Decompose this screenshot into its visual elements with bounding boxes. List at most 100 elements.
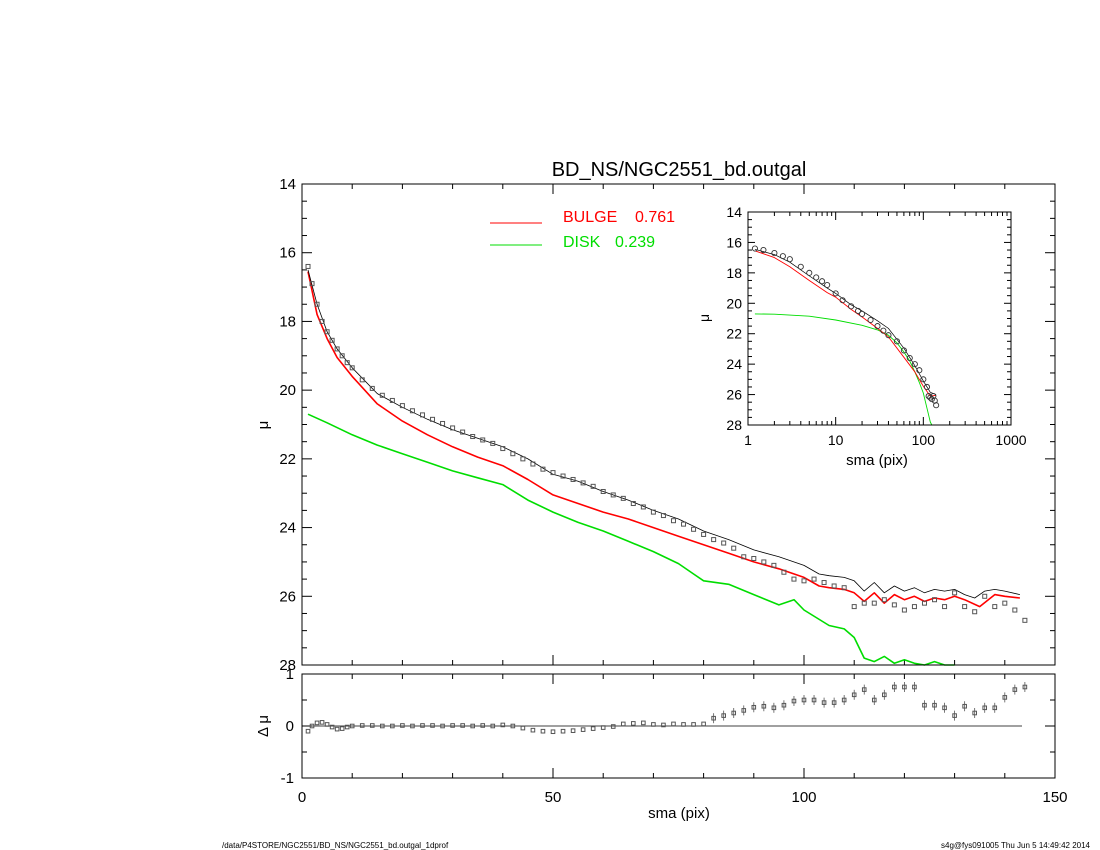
data-point [691, 526, 697, 532]
inset-bulge-curve [754, 250, 937, 397]
data-point [781, 569, 787, 575]
residual-point [821, 700, 827, 705]
data-point [550, 470, 556, 476]
data-point [791, 576, 797, 582]
residual-point [570, 728, 576, 733]
inset-x-tick-label: 1 [744, 432, 752, 448]
inset-data-point [813, 274, 820, 281]
inset-x-tick-label: 1000 [995, 432, 1026, 448]
residual-point [962, 703, 967, 709]
residual-point [882, 692, 887, 698]
main-y-tick-label: 26 [279, 588, 296, 605]
legend-bulge-label: BULGE [563, 209, 617, 226]
main-y-ticklabels: 14 16 18 20 22 24 26 28 [279, 176, 296, 674]
inset-y-tick-label: 18 [726, 265, 742, 281]
residual-point [731, 710, 737, 716]
residual-point [942, 705, 947, 711]
data-point [982, 593, 988, 599]
inset-y-tick-label: 26 [726, 387, 742, 403]
inset-data-point [906, 355, 913, 362]
data-point [962, 604, 968, 610]
residual-point [631, 721, 636, 726]
inset-y-ticklabels: 14 16 18 20 22 24 26 28 [726, 204, 742, 433]
inset-data-point [786, 256, 793, 263]
residual-point [791, 698, 797, 704]
data-point [610, 492, 616, 498]
residual-point [420, 723, 425, 728]
data-point [972, 609, 978, 615]
data-point [309, 281, 315, 287]
residual-point [324, 722, 330, 727]
residual-point [861, 687, 867, 692]
data-point [600, 488, 606, 494]
data-point [490, 440, 496, 446]
data-point [620, 495, 626, 501]
data-point [811, 576, 817, 582]
residual-point [661, 722, 666, 728]
inset-data-point [900, 347, 907, 354]
residual-point [410, 723, 415, 729]
inset-disk-curve [754, 313, 934, 426]
inset-data-point [911, 361, 918, 368]
data-point [901, 607, 907, 613]
residual-point [701, 721, 706, 727]
residual-point [339, 726, 345, 731]
main-points [305, 263, 1028, 623]
data-point [339, 353, 345, 359]
data-point [871, 600, 877, 606]
main-ticks [301, 183, 1056, 666]
data-point [590, 483, 596, 489]
residual-point [314, 720, 320, 726]
residual-point [500, 722, 506, 728]
residual-point [871, 697, 877, 703]
data-point [379, 392, 385, 398]
data-point [409, 408, 415, 414]
data-point [721, 540, 727, 546]
inset-data-point [923, 383, 931, 391]
data-point [952, 590, 958, 596]
residual-point [460, 723, 465, 728]
inset-data-point [819, 278, 826, 285]
main-title: BD_NS/NGC2551_bd.outgal [552, 159, 807, 181]
data-point [681, 521, 687, 527]
residual-point [430, 723, 435, 728]
residual-point [952, 713, 957, 718]
residual-point [912, 684, 917, 690]
footer-path: /data/P4STORE/NGC2551/BD_NS/NGC2551_bd.o… [222, 841, 449, 850]
data-point [861, 600, 867, 606]
data-point [334, 346, 340, 352]
residual-point [671, 721, 676, 727]
data-point [942, 604, 948, 610]
inset-y-tick-label: 22 [726, 326, 742, 342]
main-y-tick-label: 24 [279, 520, 296, 537]
data-point [921, 600, 927, 606]
residual-point [982, 705, 988, 711]
residual-point [390, 723, 395, 729]
residual-point [781, 702, 787, 708]
data-point [369, 385, 375, 391]
data-point [1012, 607, 1018, 613]
inset-data-point [779, 253, 786, 260]
residual-point [1012, 687, 1018, 692]
data-point [359, 377, 365, 383]
residual-point [334, 726, 340, 732]
data-point [329, 337, 335, 343]
data-point [741, 554, 747, 560]
residual-point [440, 723, 445, 729]
x-tick-label: 100 [791, 789, 816, 806]
legend: BULGE 0.761 DISK 0.239 [490, 209, 675, 251]
inset-y-axis-label: μ [696, 314, 712, 322]
residual-point [691, 722, 696, 727]
data-point [324, 329, 330, 335]
legend-disk-label: DISK [563, 234, 601, 251]
legend-disk-value: 0.239 [615, 234, 655, 251]
data-point [731, 545, 737, 551]
x-tick-label: 50 [545, 789, 562, 806]
inset-data-point [824, 281, 831, 289]
inset-data-point [874, 323, 881, 330]
data-point [771, 562, 777, 568]
data-point [349, 365, 355, 371]
inset-data-point [760, 246, 767, 254]
residual-point [309, 723, 315, 729]
data-point [344, 360, 350, 366]
